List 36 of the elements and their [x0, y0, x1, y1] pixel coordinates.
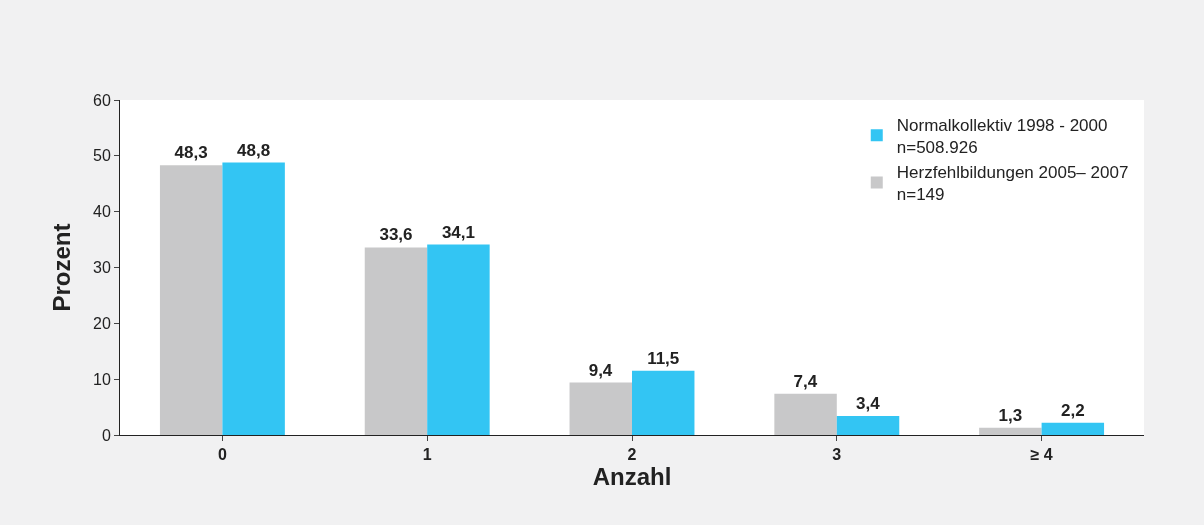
- y-tick-label: 30: [93, 259, 111, 277]
- bar: [159, 165, 223, 435]
- y-tick-label: 50: [93, 147, 111, 165]
- x-tick-label: ≥ 4: [1030, 446, 1053, 464]
- x-axis-title: Anzahl: [592, 463, 672, 491]
- y-tick-label: 20: [93, 314, 111, 332]
- data-label: 33,6: [379, 225, 413, 245]
- data-label: 7,4: [793, 371, 818, 391]
- x-tick-label: 1: [422, 446, 432, 464]
- legend-label: Normalkollektiv 1998 - 2000 n=508.926: [896, 115, 1108, 157]
- data-label: 3,4: [855, 394, 881, 414]
- bar: [427, 244, 490, 435]
- bar: [222, 162, 285, 435]
- y-axis-title: Prozent: [48, 223, 76, 312]
- bar: [632, 370, 695, 435]
- y-tick-label: 10: [93, 370, 111, 388]
- data-label: 48,8: [237, 140, 271, 160]
- bar: [569, 382, 632, 435]
- data-label: 2,2: [1061, 400, 1085, 420]
- data-label: 11,5: [647, 348, 680, 368]
- x-tick-label: 3: [832, 446, 842, 464]
- legend-label: Herzfehlbildungen 2005– 2007 n=149: [896, 163, 1129, 205]
- bar: [836, 416, 900, 435]
- x-tick-label: 2: [627, 446, 637, 464]
- bar: [1041, 422, 1105, 435]
- y-tick-label: 0: [101, 426, 111, 444]
- data-label: 1,3: [998, 405, 1023, 425]
- x-tick-label: 0: [217, 446, 227, 464]
- data-label: 9,4: [588, 360, 613, 380]
- y-tick-label: 40: [93, 203, 111, 221]
- data-label: 48,3: [174, 143, 208, 163]
- y-tick-label: 60: [93, 91, 111, 109]
- bar: [774, 393, 837, 435]
- bar: [979, 427, 1042, 435]
- data-label: 34,1: [441, 222, 475, 242]
- bar: [364, 247, 428, 435]
